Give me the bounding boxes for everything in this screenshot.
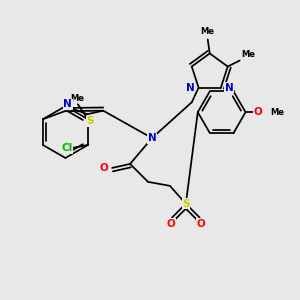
Text: Cl: Cl [61, 143, 73, 153]
Text: S: S [86, 116, 94, 126]
Text: Me: Me [70, 94, 84, 103]
Text: O: O [99, 163, 108, 173]
Text: N: N [64, 99, 72, 109]
Text: N: N [148, 133, 156, 143]
Text: Me: Me [242, 50, 256, 58]
Text: Me: Me [270, 108, 284, 117]
Text: O: O [253, 107, 262, 117]
Text: Me: Me [201, 26, 215, 35]
Text: S: S [182, 199, 190, 209]
Text: N: N [186, 83, 195, 93]
Text: O: O [167, 219, 175, 229]
Text: N: N [225, 83, 234, 93]
Text: O: O [196, 219, 205, 229]
